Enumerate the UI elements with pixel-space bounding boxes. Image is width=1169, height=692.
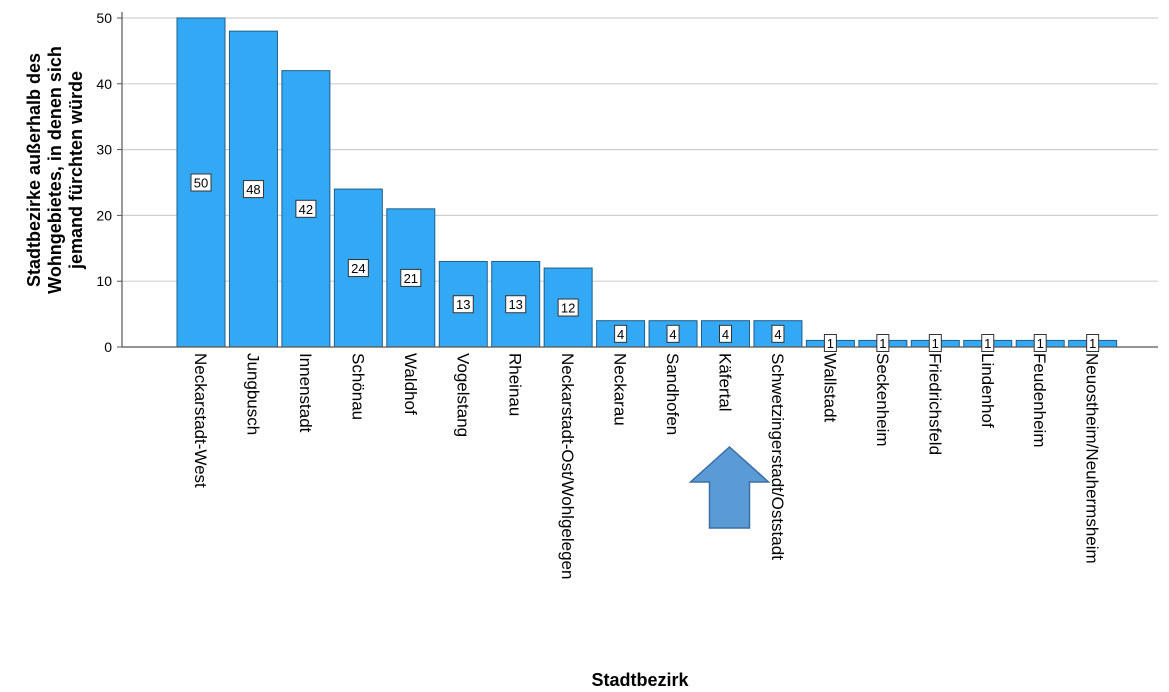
data-label-box bbox=[1086, 334, 1100, 352]
data-label-box bbox=[295, 199, 317, 218]
category-label: Innenstadt bbox=[296, 353, 315, 433]
data-label-box bbox=[876, 334, 890, 352]
data-label: 1 bbox=[827, 336, 834, 351]
category-label: Neckarstadt-Ost/Wohlgelegen bbox=[558, 353, 577, 579]
category-label: Schwetzingerstadt/Oststadt bbox=[768, 353, 787, 560]
category-label: Sandhofen bbox=[663, 353, 682, 435]
y-tick-label: 50 bbox=[96, 10, 112, 26]
data-label: 42 bbox=[299, 202, 313, 217]
bars bbox=[176, 17, 1118, 348]
data-label: 12 bbox=[561, 301, 575, 316]
annotations bbox=[688, 445, 771, 529]
category-label: Lindenhof bbox=[978, 353, 997, 428]
labels: 0 10 20 30 40 50 50 48 42 24 21 13 13 12 4 4 4 4 1 1 1 1 1 1 Nec… bbox=[24, 10, 1102, 690]
data-label-box bbox=[928, 334, 942, 352]
category-label: Käfertal bbox=[716, 353, 735, 412]
data-label-box bbox=[347, 259, 369, 278]
data-label-box bbox=[719, 324, 732, 343]
category-label: Waldhof bbox=[401, 353, 420, 415]
data-label-box bbox=[400, 268, 422, 287]
y-axis-title-line: Wohngebietes, in denen sich bbox=[45, 46, 65, 294]
y-tick-label: 20 bbox=[96, 207, 112, 223]
data-label: 48 bbox=[246, 182, 260, 197]
y-tick-label: 10 bbox=[96, 273, 112, 289]
category-label: Jungbusch bbox=[243, 353, 262, 435]
data-label: 1 bbox=[932, 336, 939, 351]
category-label: Vogelstang bbox=[453, 353, 472, 437]
y-axis-title: Stadtbezirke außerhalb des Wohngebietes, … bbox=[24, 46, 86, 294]
category-label: Neckarau bbox=[611, 353, 630, 426]
category-label: Schönau bbox=[348, 353, 367, 420]
data-label: 1 bbox=[984, 336, 991, 351]
y-tick-label: 40 bbox=[96, 76, 112, 92]
data-label-box bbox=[666, 324, 680, 343]
data-label: 1 bbox=[1089, 336, 1096, 351]
data-label: 21 bbox=[404, 271, 418, 286]
category-label: Seckenheim bbox=[873, 353, 892, 447]
category-label: Neckarstadt-West bbox=[191, 353, 210, 488]
data-label: 24 bbox=[351, 261, 365, 276]
y-axis-title-line: Stadtbezirke außerhalb des bbox=[24, 53, 44, 287]
data-label-box bbox=[242, 180, 264, 199]
y-tick-label: 0 bbox=[104, 339, 112, 355]
category-label: Neuostheim/Neuhermsheim bbox=[1083, 353, 1102, 564]
category-label: Rheinau bbox=[506, 353, 525, 416]
data-label-box bbox=[614, 324, 628, 343]
category-label: Friedrichsfeld bbox=[925, 353, 944, 455]
y-tick-label: 30 bbox=[96, 142, 112, 158]
data-label: 4 bbox=[722, 327, 729, 342]
data-label-box bbox=[823, 334, 837, 352]
data-label: 4 bbox=[669, 327, 676, 342]
data-label: 13 bbox=[508, 297, 522, 312]
data-label-box bbox=[505, 295, 527, 314]
data-label: 1 bbox=[1037, 336, 1044, 351]
data-label-box bbox=[981, 334, 995, 352]
x-axis-title: Stadtbezirk bbox=[591, 670, 689, 690]
data-label-box bbox=[452, 295, 474, 314]
data-label-box bbox=[190, 173, 212, 192]
up-arrow-icon bbox=[688, 445, 771, 529]
data-label: 1 bbox=[879, 336, 886, 351]
data-label: 50 bbox=[194, 176, 208, 191]
data-label: 13 bbox=[456, 297, 470, 312]
data-label: 4 bbox=[774, 327, 781, 342]
data-label: 4 bbox=[617, 327, 624, 342]
category-label: Wallstadt bbox=[820, 353, 839, 423]
y-axis-title-line: jemand fürchten würde bbox=[66, 71, 86, 270]
data-label-box bbox=[1033, 334, 1047, 352]
data-label-box bbox=[557, 298, 579, 317]
category-label: Feudenheim bbox=[1030, 353, 1049, 448]
data-label-box bbox=[771, 324, 785, 343]
